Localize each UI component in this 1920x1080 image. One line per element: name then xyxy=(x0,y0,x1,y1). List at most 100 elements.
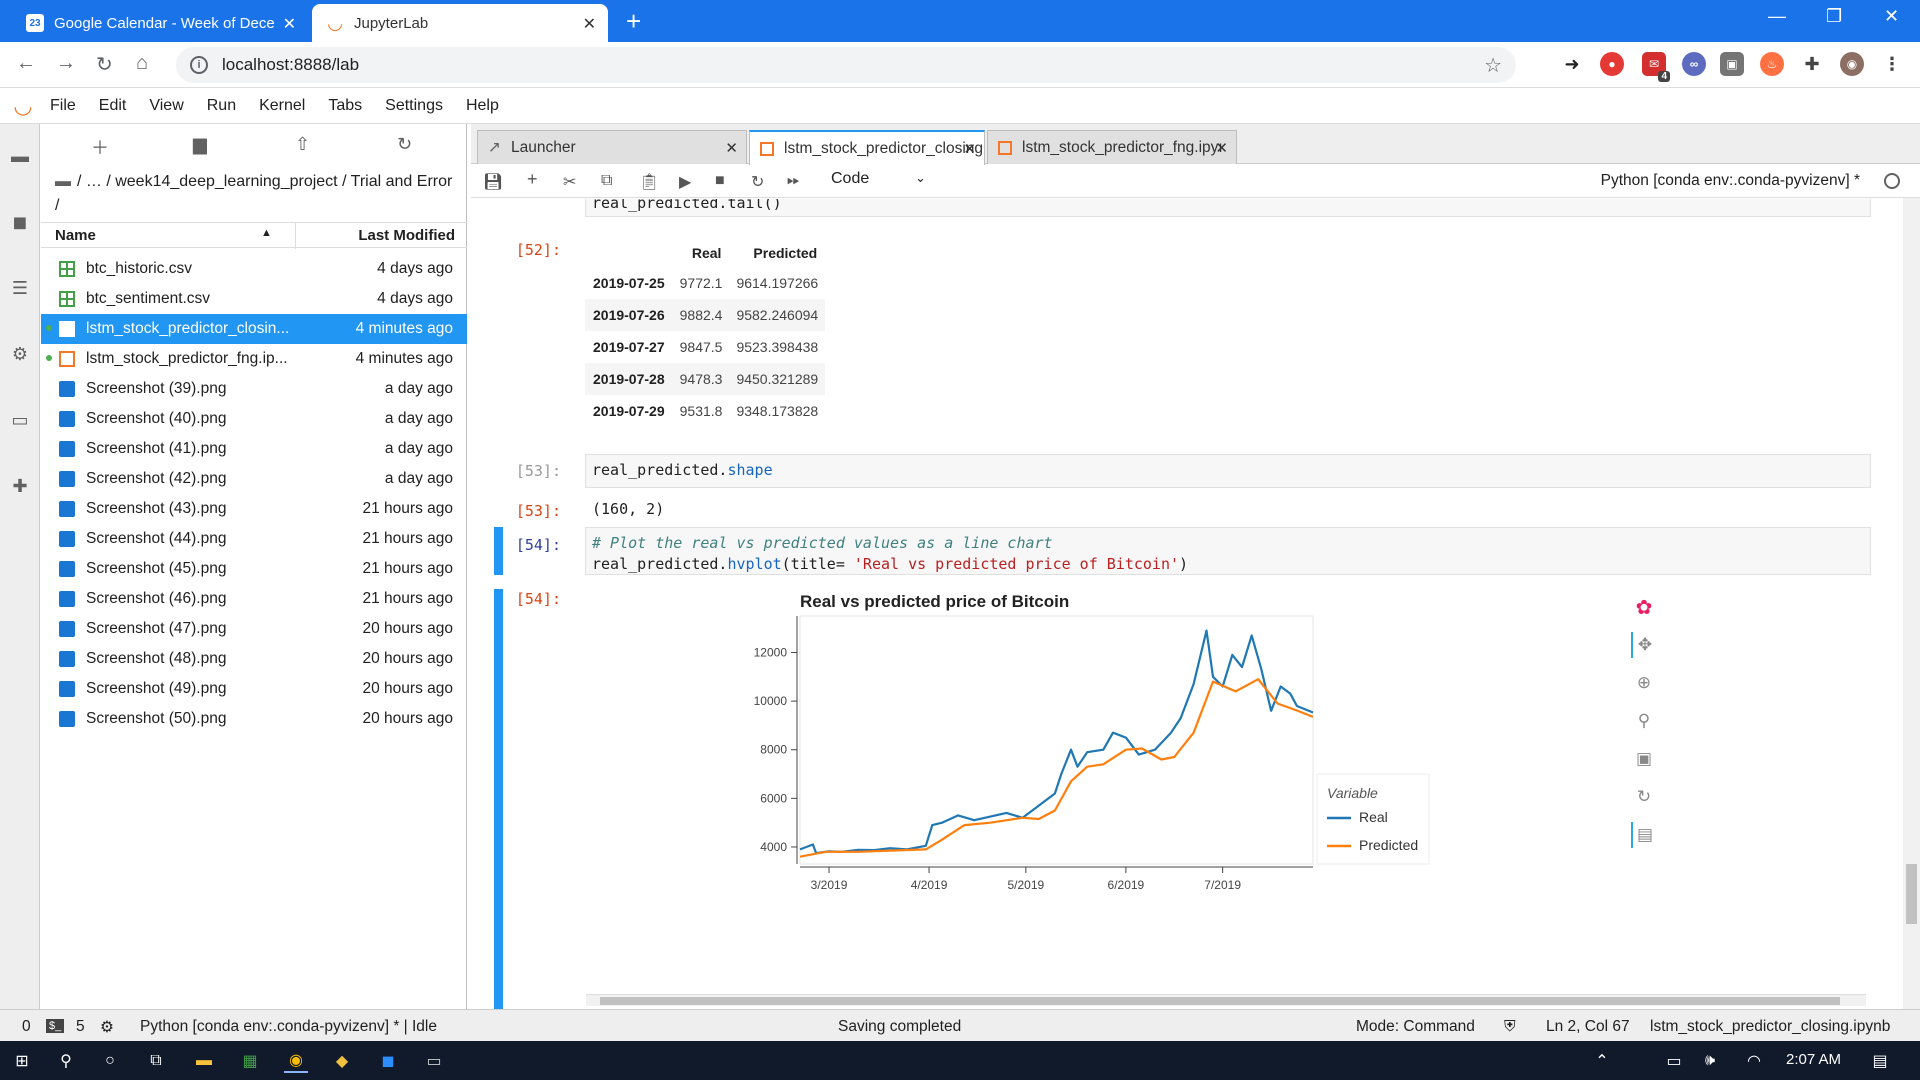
file-row[interactable]: Screenshot (44).png 21 hours ago xyxy=(41,524,467,554)
file-row[interactable]: Screenshot (41).png a day ago xyxy=(41,434,467,464)
run-icon[interactable]: ▶ xyxy=(679,174,692,191)
pan-tool-icon[interactable]: ✥ xyxy=(1631,632,1657,658)
file-explorer-icon[interactable]: ▬ xyxy=(196,1052,212,1069)
restart-icon[interactable]: ↻ xyxy=(751,174,765,191)
running-kernels-icon[interactable]: ◼ xyxy=(12,211,28,232)
code-cell-input[interactable]: # Plot the real vs predicted values as a… xyxy=(585,527,1871,575)
file-row[interactable]: Screenshot (40).png a day ago xyxy=(41,404,467,434)
address-bar[interactable]: i localhost:8888/lab ☆ xyxy=(176,47,1516,83)
refresh-icon[interactable]: ↻ xyxy=(397,134,413,154)
search-icon[interactable]: ⚲ xyxy=(60,1053,72,1070)
menu-file[interactable]: File xyxy=(50,96,76,114)
close-tab-icon[interactable]: ✕ xyxy=(282,16,296,33)
settings-gear-icon[interactable]: ⚙ xyxy=(100,1019,114,1036)
vertical-scrollbar[interactable] xyxy=(1903,198,1920,1009)
file-row[interactable]: Screenshot (42).png a day ago xyxy=(41,464,467,494)
status-kernel[interactable]: Python [conda env:.conda-pyvizenv] * | I… xyxy=(140,1018,437,1035)
close-tab-icon[interactable]: ✕ xyxy=(725,139,738,157)
menu-help[interactable]: Help xyxy=(465,96,499,114)
horizontal-scrollbar[interactable] xyxy=(586,994,1866,1006)
share-arrow-icon[interactable]: ➜ xyxy=(1564,53,1580,74)
status-terminal-count[interactable]: 5 xyxy=(76,1018,85,1035)
ext-mail-icon[interactable]: 4 ✉ xyxy=(1642,52,1670,82)
extension-manager-icon[interactable]: ✚ xyxy=(12,475,28,496)
wifi-icon[interactable]: ◠ xyxy=(1747,1053,1761,1070)
cortana-icon[interactable]: ○ xyxy=(105,1052,115,1069)
new-folder-icon[interactable]: ▆ xyxy=(193,134,207,154)
close-tab-icon[interactable]: ✕ xyxy=(1215,139,1228,157)
file-row[interactable]: Screenshot (43).png 21 hours ago xyxy=(41,494,467,524)
file-row[interactable]: Screenshot (50).png 20 hours ago xyxy=(41,704,467,734)
browser-tab-google-calendar[interactable]: 23 Google Calendar - Week of Dece ✕ xyxy=(12,4,308,42)
maximize-icon[interactable]: ❐ xyxy=(1826,6,1843,26)
file-row[interactable]: Screenshot (47).png 20 hours ago xyxy=(41,614,467,644)
close-window-icon[interactable]: ✕ xyxy=(1884,6,1900,26)
active-cell-indicator[interactable] xyxy=(494,527,503,575)
chrome-icon[interactable]: ◉ xyxy=(284,1049,308,1073)
file-row[interactable]: btc_historic.csv 4 days ago xyxy=(41,254,467,284)
save-plot-icon[interactable]: ▣ xyxy=(1635,749,1653,768)
menu-settings[interactable]: Settings xyxy=(385,96,443,114)
wheel-zoom-icon[interactable]: ⚲ xyxy=(1637,711,1651,730)
git-icon[interactable]: ◆ xyxy=(335,1053,349,1070)
scrollbar-thumb[interactable] xyxy=(600,997,1840,1005)
breadcrumb-path[interactable]: / … / week14_deep_learning_project / Tri… xyxy=(55,173,453,214)
active-output-indicator[interactable] xyxy=(494,589,503,1009)
code-cell-input[interactable]: real_predicted.shape xyxy=(585,454,1871,488)
extensions-puzzle-icon[interactable]: ✚ xyxy=(1804,53,1820,74)
task-view-icon[interactable]: ⧉ xyxy=(150,1052,162,1069)
file-row[interactable]: Screenshot (48).png 20 hours ago xyxy=(41,644,467,674)
minimize-icon[interactable]: — xyxy=(1768,6,1786,26)
file-row[interactable]: Screenshot (49).png 20 hours ago xyxy=(41,674,467,704)
tab-lstm-closing[interactable]: lstm_stock_predictor_closing ✕ xyxy=(749,130,985,165)
upload-icon[interactable]: ⇧ xyxy=(295,134,311,154)
spreadsheet-icon[interactable]: ▦ xyxy=(242,1053,258,1070)
copy-icon[interactable]: ⧉ xyxy=(601,172,613,189)
sort-ascending-icon[interactable]: ▲ xyxy=(261,227,272,239)
line-chart[interactable]: Real vs predicted price of Bitcoin 4000 60… xyxy=(585,581,1635,991)
file-row[interactable]: Screenshot (39).png a day ago xyxy=(41,374,467,404)
save-icon[interactable]: 💾︎ xyxy=(483,174,504,191)
menu-run[interactable]: Run xyxy=(206,96,237,114)
notebook-content[interactable]: real_predicted.tail() [52]: Real Predict… xyxy=(471,199,1903,1009)
back-arrow-icon[interactable]: ← xyxy=(16,52,36,74)
kernel-name[interactable]: Python [conda env:.conda-pyvizenv] * xyxy=(1600,172,1860,189)
folder-icon[interactable]: ▬ xyxy=(55,173,71,190)
menu-kernel[interactable]: Kernel xyxy=(259,96,306,114)
menu-edit[interactable]: Edit xyxy=(98,96,127,114)
volume-icon[interactable]: 🕪︎ xyxy=(1704,1052,1716,1069)
stop-icon[interactable]: ■ xyxy=(715,172,725,189)
ext-fire-icon[interactable]: ♨ xyxy=(1760,52,1784,76)
new-tab-button[interactable]: + xyxy=(626,6,642,36)
box-zoom-icon[interactable]: ⊕ xyxy=(1636,673,1652,692)
menu-view[interactable]: View xyxy=(149,96,184,114)
insert-cell-icon[interactable]: + xyxy=(527,169,538,189)
ext-glasses-icon[interactable]: ∞ xyxy=(1682,52,1706,76)
bookmark-star-icon[interactable]: ☆ xyxy=(1484,54,1502,77)
file-row[interactable]: btc_sentiment.csv 4 days ago xyxy=(41,284,467,314)
status-kernel-count[interactable]: 0 xyxy=(22,1018,31,1035)
file-row[interactable]: lstm_stock_predictor_closin... 4 minutes … xyxy=(41,314,467,344)
clock-time[interactable]: 2:07 AM xyxy=(1786,1051,1842,1068)
cell-type-select[interactable]: Code ⌄ xyxy=(831,170,926,188)
open-tabs-icon[interactable]: ▭ xyxy=(11,409,29,430)
info-icon[interactable]: i xyxy=(190,56,208,74)
scrollbar-thumb[interactable] xyxy=(1906,864,1917,924)
paste-icon[interactable]: 📋︎ xyxy=(639,174,660,191)
tab-lstm-fng[interactable]: lstm_stock_predictor_fng.ipyı ✕ xyxy=(987,130,1237,164)
commands-icon[interactable]: ☰ xyxy=(11,277,29,298)
fast-forward-icon[interactable]: ⏩︎ xyxy=(787,172,800,189)
ext-record-icon[interactable]: ● xyxy=(1600,52,1624,76)
tray-chevron-up-icon[interactable]: ⌃ xyxy=(1595,1053,1609,1070)
property-inspector-icon[interactable]: ⚙ xyxy=(11,343,29,364)
hover-tool-icon[interactable]: ▤ xyxy=(1631,822,1657,848)
trust-shield-icon[interactable]: ⛨ xyxy=(1504,1018,1516,1035)
column-header-modified[interactable]: Last Modified xyxy=(358,227,455,244)
close-tab-icon[interactable]: ✕ xyxy=(582,16,596,33)
file-row[interactable]: Screenshot (45).png 21 hours ago xyxy=(41,554,467,584)
bokeh-logo-icon[interactable]: ✿ xyxy=(1635,596,1653,619)
column-header-name[interactable]: Name xyxy=(55,227,96,244)
terminal-app-icon[interactable]: ▭ xyxy=(426,1053,442,1070)
menu-tabs[interactable]: Tabs xyxy=(328,96,363,114)
column-divider[interactable] xyxy=(295,223,296,249)
